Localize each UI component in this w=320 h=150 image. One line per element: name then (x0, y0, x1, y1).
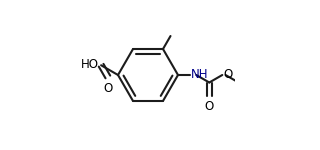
Text: NH: NH (191, 69, 208, 81)
Text: HO: HO (80, 58, 99, 71)
Text: O: O (223, 69, 232, 81)
Text: O: O (104, 82, 113, 95)
Text: O: O (205, 100, 214, 114)
